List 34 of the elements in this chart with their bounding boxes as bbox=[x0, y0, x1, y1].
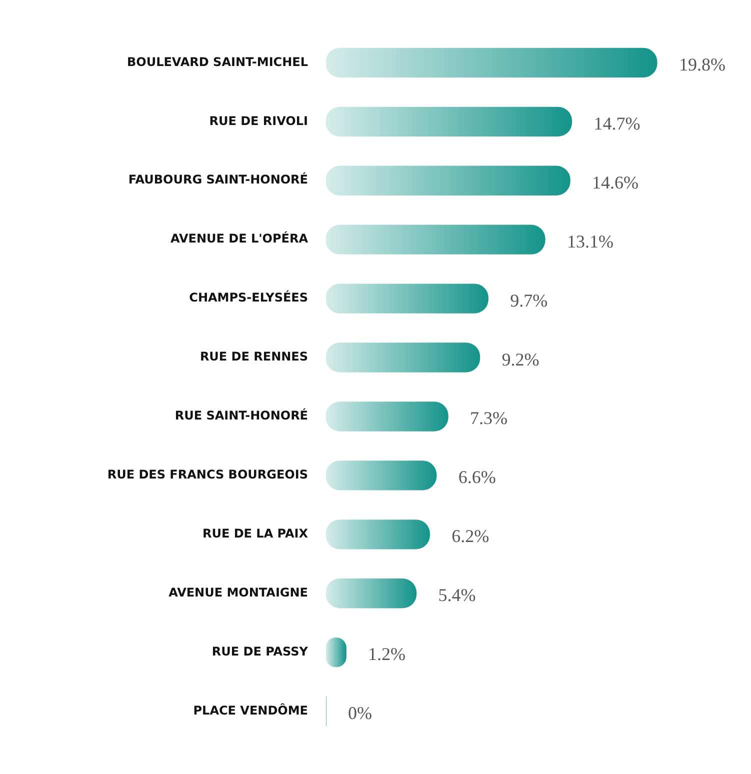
y-tick-label: RUE DES FRANCS BOURGEOIS bbox=[107, 468, 308, 482]
data-label: 6.6% bbox=[458, 467, 496, 488]
y-tick-label: PLACE VENDÔME bbox=[193, 702, 308, 718]
y-tick-label: RUE DE LA PAIX bbox=[202, 526, 309, 541]
data-label: 13.1% bbox=[566, 231, 614, 252]
y-tick-label: RUE DE PASSY bbox=[212, 644, 308, 658]
bar bbox=[326, 166, 570, 196]
data-label: 6.2% bbox=[452, 526, 490, 546]
bar bbox=[326, 460, 437, 490]
y-tick-label: RUE DE RENNES bbox=[200, 350, 308, 364]
data-label: 0% bbox=[348, 703, 372, 724]
bar bbox=[326, 48, 658, 78]
data-label: 1.2% bbox=[368, 644, 406, 664]
data-label: 9.2% bbox=[502, 349, 540, 370]
y-tick-label: BOULEVARD SAINT-MICHEL bbox=[126, 54, 308, 69]
bar bbox=[326, 224, 546, 254]
bar bbox=[326, 106, 572, 136]
data-label: 19.8% bbox=[678, 54, 726, 74]
y-tick-label: AVENUE DE L'OPÉRA bbox=[170, 230, 309, 246]
bar bbox=[326, 284, 488, 314]
data-label: 7.3% bbox=[470, 408, 508, 428]
bar bbox=[326, 402, 448, 432]
y-tick-label: FAUBOURG SAINT-HONORÉ bbox=[128, 172, 308, 187]
bar bbox=[326, 520, 430, 550]
y-tick-label: CHAMPS-ELYSÉES bbox=[189, 290, 308, 305]
data-label: 14.7% bbox=[594, 113, 640, 134]
y-tick-label: AVENUE MONTAIGNE bbox=[168, 586, 308, 600]
y-tick-label: RUE DE RIVOLI bbox=[209, 114, 308, 128]
data-label: 9.7% bbox=[510, 290, 548, 310]
bar bbox=[326, 342, 480, 372]
y-tick-label: RUE SAINT-HONORÉ bbox=[174, 408, 308, 423]
data-label: 5.4% bbox=[438, 585, 476, 606]
bar bbox=[326, 578, 417, 608]
data-label: 14.6% bbox=[592, 172, 639, 192]
